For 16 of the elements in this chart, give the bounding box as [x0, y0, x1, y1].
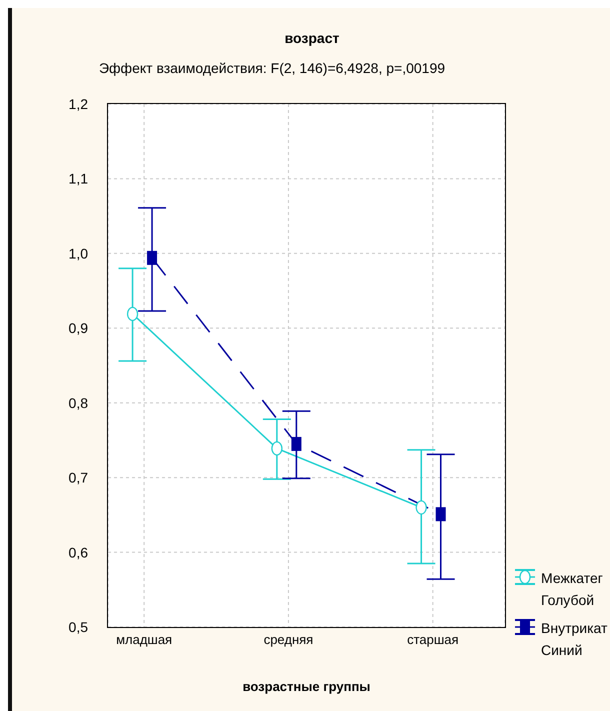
- y-tick-label: 0,9: [68, 320, 88, 336]
- y-tick-label: 0,5: [68, 618, 88, 635]
- y-tick-label: 0,7: [68, 470, 88, 486]
- y-tick-label: 1,2: [68, 96, 88, 112]
- x-tick-label: средняя: [264, 632, 314, 648]
- chart-title: возраст: [284, 30, 340, 46]
- y-tick-label: 0,6: [68, 544, 88, 560]
- y-tick-label: 1,0: [68, 245, 88, 262]
- x-tick-label: старшая: [407, 632, 459, 648]
- legend-label: Внутрикат Синий: [541, 619, 608, 660]
- x-axis-title: возрастные группы: [242, 679, 370, 694]
- chart-subtitle: Эффект взаимодействия: F(2, 146)=6,4928, p=,00199: [98, 60, 446, 76]
- y-tick-label: 1,1: [68, 170, 88, 187]
- y-tick-label: 0,8: [68, 394, 88, 411]
- legend-label: Межкатег Голубой: [541, 569, 604, 610]
- x-tick-label: младшая: [116, 632, 172, 648]
